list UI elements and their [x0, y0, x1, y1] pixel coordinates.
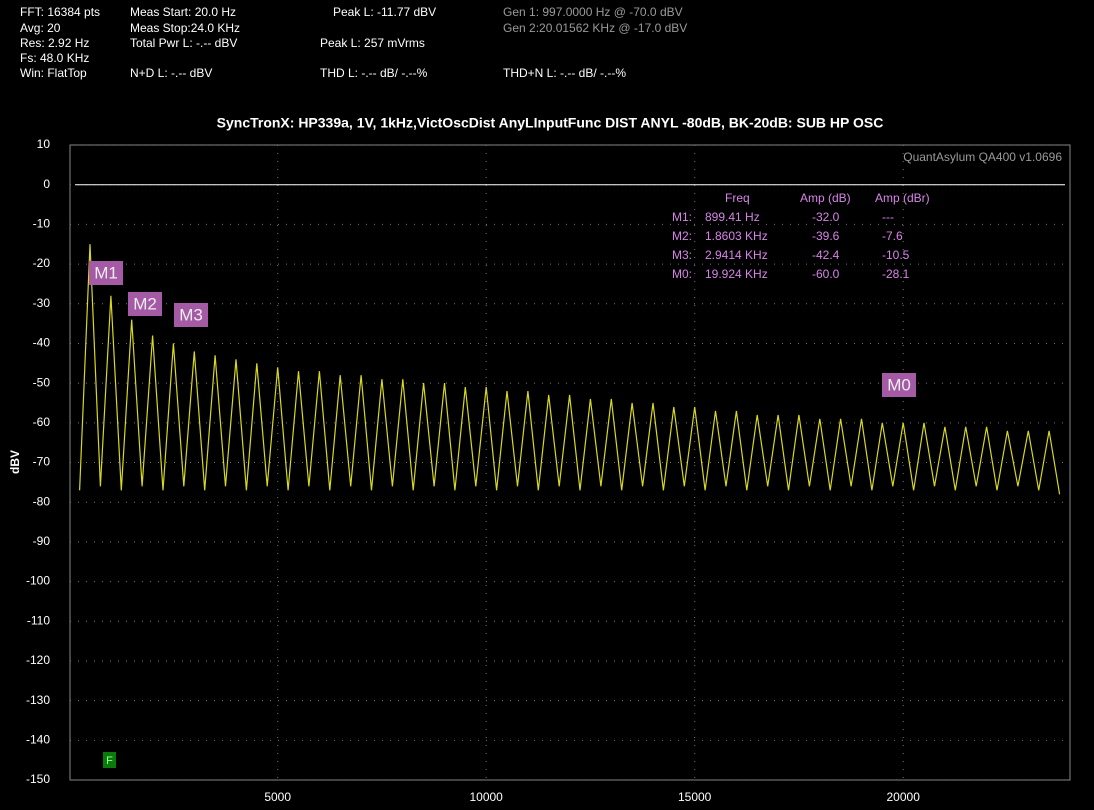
header-stat: Meas Stop:24.0 KHz — [130, 21, 240, 35]
header-stat: N+D L: -.-- dBV — [130, 66, 212, 80]
y-tick-label: -80 — [33, 494, 51, 508]
watermark: QuantAsylum QA400 v1.0696 — [903, 150, 1062, 164]
header-stat: Total Pwr L: -.-- dBV — [130, 36, 237, 50]
flag: F — [106, 755, 113, 767]
header-stat: Gen 2:20.01562 KHz @ -17.0 dBV — [503, 21, 687, 35]
marker-label: M3 — [179, 305, 203, 324]
y-tick-label: -130 — [26, 693, 50, 707]
marker-box — [89, 261, 123, 285]
marker-table-cell: -7.6 — [882, 229, 903, 243]
header-stat: Avg: 20 — [20, 21, 61, 35]
chart-title: SyncTronX: HP339a, 1V, 1kHz,VictOscDist … — [217, 115, 884, 131]
x-tick-label: 15000 — [678, 790, 712, 804]
marker-table-cell: M1: — [672, 210, 692, 224]
marker-box — [882, 373, 916, 397]
header-stat: Fs: 48.0 KHz — [20, 51, 89, 65]
spectrum-line — [79, 244, 1061, 495]
marker-table-cell: 19.924 KHz — [705, 267, 768, 281]
y-tick-label: -40 — [33, 336, 51, 350]
x-tick-label: 20000 — [887, 790, 921, 804]
y-tick-label: 0 — [43, 177, 50, 191]
y-tick-label: -150 — [26, 772, 50, 786]
marker-table-header: Amp (dB) — [800, 191, 851, 205]
y-tick-label: 10 — [37, 137, 51, 151]
marker-table-header: Amp (dBr) — [875, 191, 930, 205]
marker-table-cell: -32.0 — [812, 210, 840, 224]
marker-table-cell: -39.6 — [812, 229, 840, 243]
header-stat: Peak L: 257 mVrms — [320, 36, 425, 50]
flag-box — [103, 752, 116, 768]
marker-table-cell: M3: — [672, 248, 692, 262]
y-tick-label: -100 — [26, 574, 50, 588]
y-tick-label: -140 — [26, 732, 50, 746]
y-tick-label: -20 — [33, 256, 51, 270]
y-tick-label: -70 — [33, 455, 51, 469]
marker-table-cell: -28.1 — [882, 267, 910, 281]
header-stat: Meas Start: 20.0 Hz — [130, 5, 236, 19]
x-tick-label: 10000 — [469, 790, 503, 804]
header-stat: THD+N L: -.-- dB/ -.--% — [503, 66, 626, 80]
y-tick-label: -110 — [27, 613, 50, 627]
marker-table-cell: M2: — [672, 229, 692, 243]
header-stat: Gen 1: 997.0000 Hz @ -70.0 dBV — [503, 5, 683, 19]
marker-table-cell: -42.4 — [812, 248, 840, 262]
marker-table-cell: -10.5 — [882, 248, 910, 262]
y-tick-label: -30 — [33, 296, 51, 310]
marker-table-cell: -60.0 — [812, 267, 840, 281]
plot-frame — [69, 144, 1071, 781]
marker-table-cell: 1.8603 KHz — [705, 229, 768, 243]
marker-label: M2 — [133, 294, 157, 313]
marker-box — [128, 292, 162, 316]
x-tick-label: 5000 — [264, 790, 291, 804]
y-tick-label: -50 — [33, 375, 51, 389]
header-stat: THD L: -.-- dB/ -.--% — [320, 66, 428, 80]
header-stat: Res: 2.92 Hz — [20, 36, 89, 50]
marker-table-cell: M0: — [672, 267, 692, 281]
y-tick-label: -120 — [26, 653, 50, 667]
y-tick-label: -10 — [33, 217, 51, 231]
marker-box — [174, 303, 208, 327]
y-tick-label: -60 — [33, 415, 51, 429]
marker-label: M0 — [887, 375, 911, 394]
marker-table-cell: 2.9414 KHz — [705, 248, 768, 262]
header-stat: Win: FlatTop — [20, 66, 87, 80]
marker-label: M1 — [94, 263, 118, 282]
header-stat: Peak L: -11.77 dBV — [333, 5, 436, 19]
marker-table-cell: --- — [882, 210, 894, 224]
y-axis-label: dBV — [8, 450, 22, 474]
y-tick-label: -90 — [33, 534, 51, 548]
marker-table-header: Freq — [725, 191, 750, 205]
header-stat: FFT: 16384 pts — [20, 5, 100, 19]
marker-table-cell: 899.41 Hz — [705, 210, 760, 224]
